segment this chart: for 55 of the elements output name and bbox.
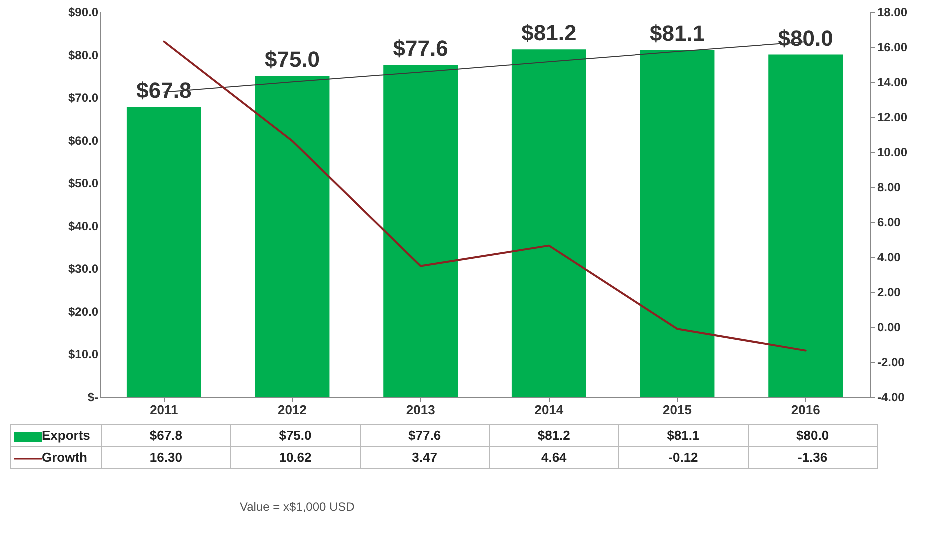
data-label: -0.12 [618,446,748,468]
legend-label: Growth [42,450,88,465]
bar [640,50,715,397]
data-label: $80.0 [748,424,878,446]
data-label: 10.62 [230,446,360,468]
data-label: $75.0 [230,424,360,446]
x-tick-label: 2013 [406,402,436,418]
y2-tick-label: 6.00 [878,216,902,230]
y-tick-label: $60.0 [68,134,99,148]
y-tick-label: $20.0 [68,304,99,319]
x-tick-label: 2014 [534,402,564,418]
bar [126,106,202,397]
data-label: $81.1 [618,424,748,446]
data-label: 16.30 [102,446,231,468]
y2-tick-label: 4.00 [878,250,902,264]
y2-tick-label: 0.00 [878,320,902,334]
text: $75.0 [264,47,320,72]
bar [768,54,844,397]
bar [384,65,458,397]
text: $67.8 [136,78,192,103]
legend-label: Exports [42,428,90,443]
y2-tick-label: 16.00 [878,40,908,54]
y2-tick-label: 12.00 [878,110,908,124]
data-label: -1.36 [748,446,878,468]
y2-tick-label: 10.00 [878,146,908,160]
y2-tick-label: -2.00 [878,356,906,370]
y2-tick-label: 18.00 [878,6,908,20]
x-tick-label: 2012 [278,402,307,418]
bar [512,50,586,397]
bar [255,76,330,397]
data-label: 4.64 [489,446,619,468]
y2-tick-label: 8.00 [878,180,902,194]
y-tick-label: $50.0 [68,176,99,191]
y-tick-label: $70.0 [68,91,99,106]
y2-tick-label: -4.00 [878,390,906,404]
data-label: 3.47 [360,446,490,468]
y-tick-label: $80.0 [68,48,99,62]
x-tick-label: 2016 [791,402,820,418]
y2-tick-label: 14.00 [878,76,908,90]
text: $77.6 [393,36,448,62]
y-tick-label: $- [88,390,98,404]
text: Value = x$1,000 USD [240,500,355,514]
y-tick-label: $10.0 [68,348,99,362]
y-tick-label: $30.0 [68,262,99,276]
y-tick-label: $40.0 [68,219,99,234]
y2-tick-label: 2.00 [878,286,902,300]
text: $81.1 [650,21,706,46]
y-tick-label: $90.0 [68,6,99,20]
x-tick-label: 2015 [663,402,692,418]
text: $81.2 [522,20,577,46]
text: $80.0 [778,26,834,51]
x-tick-label: 2011 [150,402,178,418]
data-label: $81.2 [489,424,619,446]
data-label: $67.8 [102,424,231,446]
data-label: $77.6 [360,424,490,446]
